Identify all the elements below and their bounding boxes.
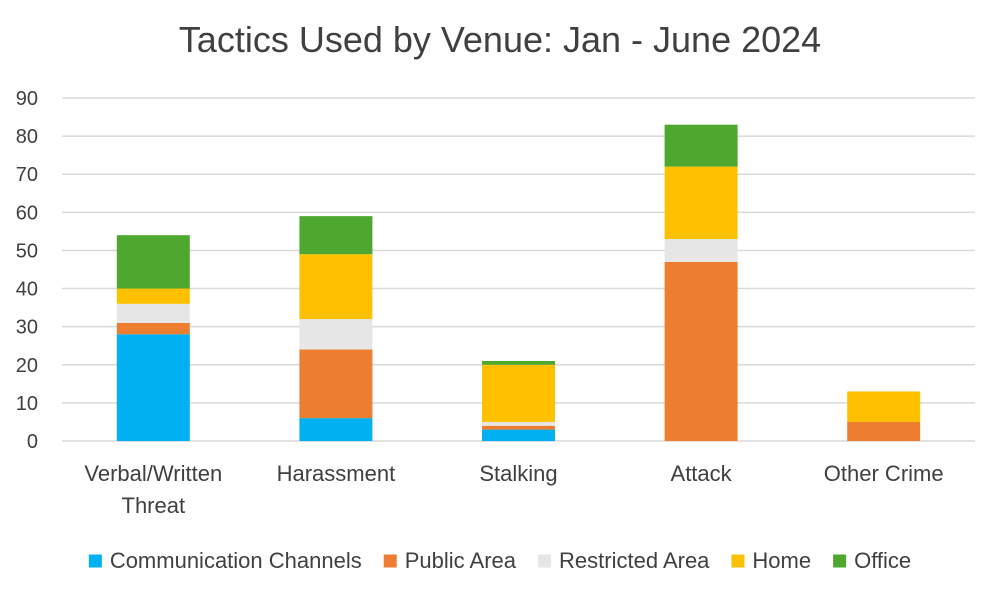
- legend-label: Office: [854, 548, 911, 573]
- bar-segment: [116, 334, 190, 441]
- legend-label: Communication Channels: [110, 548, 362, 573]
- category-label: Stalking: [479, 461, 557, 486]
- bar-segment: [299, 319, 373, 350]
- legend: Communication Channels Public Area Restric…: [88, 548, 911, 573]
- legend-label: Public Area: [405, 548, 517, 573]
- category-label: Threat: [122, 493, 186, 518]
- y-tick-label: 50: [16, 240, 38, 262]
- bar-segment: [847, 391, 921, 422]
- bar-segment: [482, 425, 555, 430]
- bar-segment: [116, 303, 190, 323]
- gridlines: [62, 97, 975, 442]
- legend-swatch: [731, 554, 745, 568]
- bar-segment: [664, 124, 738, 167]
- bar-segment: [116, 322, 190, 335]
- y-tick-label: 40: [16, 279, 38, 301]
- bar-segment: [664, 261, 738, 441]
- bar-segment: [299, 418, 373, 441]
- bar-segment: [664, 166, 738, 240]
- bar-segment: [299, 216, 373, 255]
- legend-swatch: [88, 554, 102, 568]
- x-axis-categories: Verbal/Written Threat Harassment Stalking At…: [84, 461, 943, 518]
- y-tick-label: 70: [16, 164, 38, 186]
- category-label: Verbal/Written: [84, 461, 222, 486]
- bar-segment: [116, 235, 190, 289]
- y-tick-label: 80: [16, 126, 38, 148]
- legend-label: Restricted Area: [559, 548, 710, 573]
- chart-title: Tactics Used by Venue: Jan - June 2024: [179, 19, 821, 60]
- bar-segment: [482, 360, 555, 365]
- bar-segment: [299, 254, 373, 320]
- legend-label: Home: [752, 548, 811, 573]
- y-axis-ticks: 0 10 20 30 40 50 60 70 80 90: [16, 88, 38, 453]
- y-tick-label: 20: [16, 355, 38, 377]
- y-tick-label: 30: [16, 317, 38, 339]
- legend-swatch: [383, 554, 397, 568]
- bar-segment: [482, 429, 555, 441]
- legend-swatch: [538, 554, 552, 568]
- category-label: Harassment: [277, 461, 396, 486]
- y-tick-label: 90: [16, 88, 38, 110]
- y-tick-label: 60: [16, 202, 38, 224]
- category-label: Other Crime: [824, 461, 944, 486]
- bar-segment: [116, 288, 190, 304]
- bars: [116, 124, 921, 441]
- bar-segment: [482, 364, 555, 422]
- bar-segment: [482, 421, 555, 426]
- bar-segment: [664, 239, 738, 262]
- bar-segment: [847, 421, 921, 441]
- legend-swatch: [833, 554, 847, 568]
- bar-segment: [299, 349, 373, 419]
- y-tick-label: 0: [27, 431, 38, 453]
- y-tick-label: 10: [16, 393, 38, 415]
- category-label: Attack: [671, 461, 733, 486]
